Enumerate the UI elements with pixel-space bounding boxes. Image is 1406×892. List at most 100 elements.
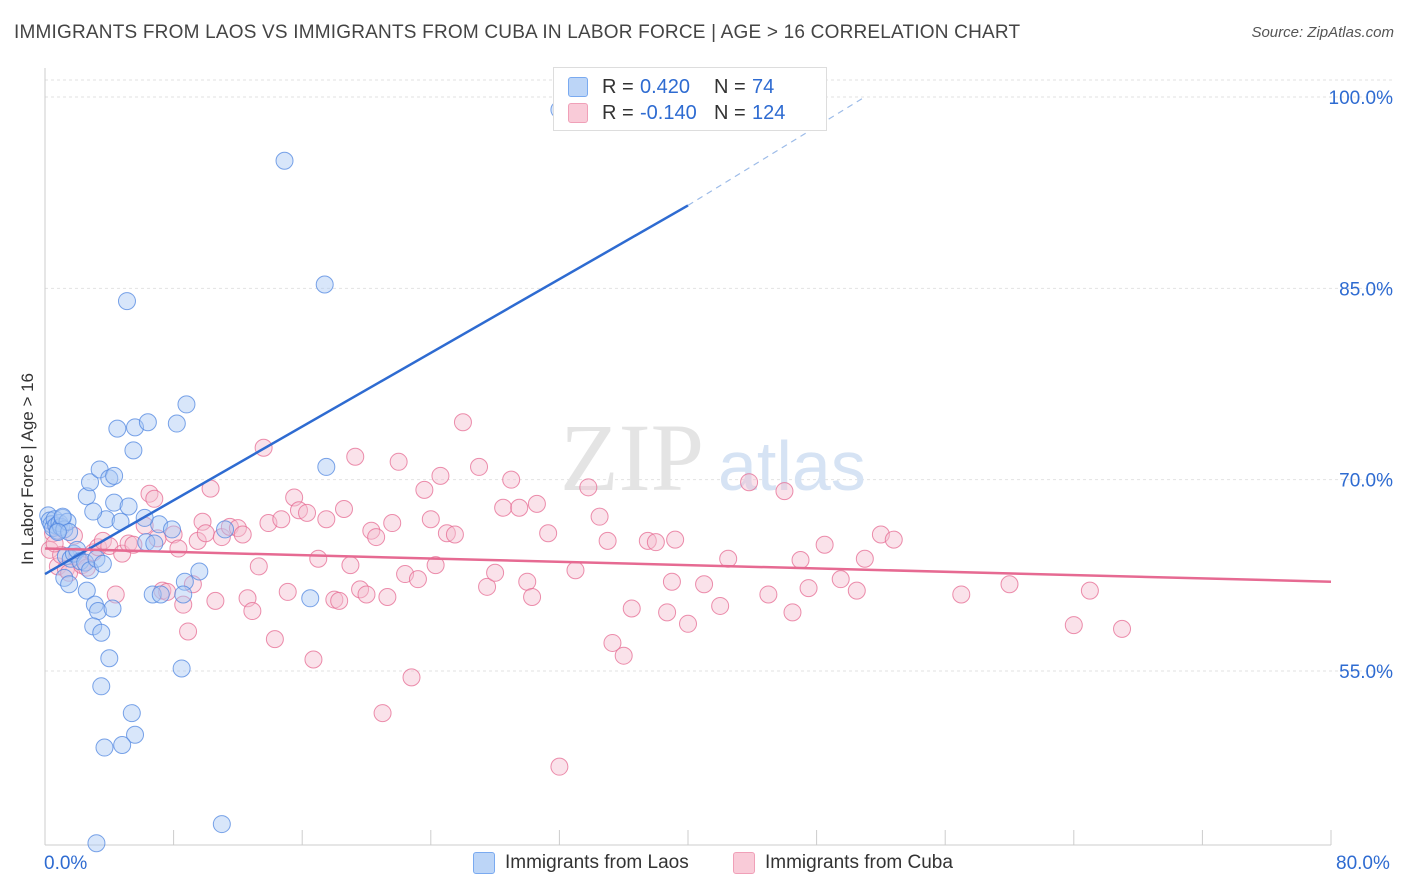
laos-point bbox=[95, 738, 114, 757]
cuba-point bbox=[265, 630, 284, 649]
cuba-point bbox=[1064, 616, 1083, 635]
cuba-point bbox=[662, 572, 681, 591]
cuba-point bbox=[298, 503, 317, 522]
laos-point bbox=[48, 522, 67, 541]
cuba-point bbox=[486, 563, 505, 582]
laos-point bbox=[126, 725, 145, 744]
cuba-point bbox=[1113, 619, 1132, 638]
cuba-point bbox=[494, 498, 513, 517]
legend-r-label: R = bbox=[602, 75, 634, 98]
cuba-point bbox=[847, 581, 866, 600]
laos-point bbox=[172, 659, 191, 678]
cuba-point bbox=[453, 413, 472, 432]
cuba-point bbox=[679, 614, 697, 633]
legend-r-value-cuba: -0.140 bbox=[640, 101, 697, 124]
legend-r-label: R = bbox=[602, 101, 634, 124]
cuba-point bbox=[145, 489, 164, 508]
cuba-point bbox=[598, 531, 617, 550]
cuba-point bbox=[603, 633, 622, 652]
cuba-point bbox=[711, 596, 730, 615]
legend-swatch-cuba bbox=[568, 103, 588, 123]
cuba-point bbox=[1000, 575, 1019, 594]
cuba-point bbox=[775, 482, 794, 501]
laos-point bbox=[84, 502, 103, 521]
laos-point bbox=[190, 562, 209, 581]
cuba-point bbox=[362, 521, 381, 540]
cuba-point bbox=[783, 603, 802, 622]
laos-point bbox=[92, 677, 111, 696]
laos-point bbox=[138, 413, 157, 432]
cuba-point bbox=[622, 599, 641, 618]
laos-point bbox=[122, 704, 141, 723]
series-immigrants-from-laos bbox=[39, 100, 569, 853]
laos-point bbox=[151, 585, 170, 604]
cuba-point bbox=[346, 447, 365, 466]
legend-item-cuba[interactable]: Immigrants from Cuba bbox=[733, 852, 953, 874]
y-tick-labels: 55.0% 70.0% 85.0% 100.0% bbox=[1329, 88, 1394, 683]
laos-point bbox=[177, 395, 196, 414]
cuba-point bbox=[759, 585, 778, 604]
cuba-point bbox=[341, 556, 360, 575]
y-tick-label: 55.0% bbox=[1339, 662, 1393, 683]
laos-point bbox=[162, 520, 181, 539]
watermark: ZIP atlas bbox=[560, 404, 866, 511]
cuba-point bbox=[304, 650, 323, 669]
cuba-point bbox=[614, 646, 633, 665]
cuba-point bbox=[646, 533, 665, 552]
legend-item-laos[interactable]: Immigrants from Laos bbox=[473, 852, 689, 874]
trend-lines bbox=[44, 96, 1332, 583]
cuba-point bbox=[367, 528, 386, 547]
y-tick-label: 70.0% bbox=[1339, 471, 1393, 492]
correlation-legend: R = 0.420 N = 74 R = -0.140 N = 124 bbox=[553, 67, 827, 131]
cuba-point bbox=[719, 549, 738, 568]
cuba-point bbox=[179, 622, 198, 641]
cuba-point bbox=[740, 473, 759, 492]
cuba-point bbox=[952, 585, 971, 604]
cuba-point bbox=[518, 572, 537, 591]
cuba-point bbox=[169, 539, 188, 558]
cuba-point bbox=[317, 510, 336, 529]
cuba-point bbox=[402, 668, 421, 687]
x-tick-label-max: 80.0% bbox=[1336, 853, 1390, 874]
laos-point bbox=[301, 589, 320, 608]
cuba-point bbox=[278, 582, 297, 601]
laos-point bbox=[174, 585, 193, 604]
axes bbox=[44, 68, 1332, 846]
cuba-point bbox=[579, 478, 598, 497]
legend-n-value-laos: 74 bbox=[752, 75, 775, 98]
laos-point bbox=[77, 487, 96, 506]
cuba-point bbox=[566, 561, 585, 580]
cuba-point bbox=[272, 510, 291, 529]
laos-point bbox=[87, 834, 106, 853]
cuba-point bbox=[815, 535, 834, 554]
laos-point bbox=[117, 292, 136, 311]
watermark-atlas: atlas bbox=[718, 427, 866, 505]
cuba-point bbox=[383, 514, 402, 533]
cuba-point bbox=[855, 549, 874, 568]
cuba-point bbox=[373, 704, 392, 723]
cuba-point bbox=[431, 466, 450, 485]
chart-title: IMMIGRANTS FROM LAOS VS IMMIGRANTS FROM … bbox=[14, 22, 1021, 43]
y-tick-label: 85.0% bbox=[1339, 279, 1393, 300]
cuba-point bbox=[415, 480, 434, 499]
trend-line-laos-extension bbox=[687, 96, 866, 206]
laos-point bbox=[212, 815, 231, 834]
cuba-point bbox=[330, 591, 349, 610]
cuba-point bbox=[421, 510, 440, 529]
legend-label-laos: Immigrants from Laos bbox=[505, 852, 689, 873]
laos-point bbox=[105, 493, 124, 512]
cuba-point bbox=[791, 551, 810, 570]
y-tick-label: 100.0% bbox=[1329, 88, 1394, 109]
legend-swatch-laos bbox=[473, 852, 495, 874]
laos-point bbox=[275, 151, 294, 170]
watermark-zip: ZIP bbox=[560, 404, 704, 511]
legend-row-laos: R = 0.420 N = 74 bbox=[568, 74, 774, 100]
legend-n-label: N = bbox=[714, 101, 746, 124]
cuba-point bbox=[389, 452, 408, 471]
laos-point bbox=[100, 649, 119, 668]
cuba-point bbox=[309, 549, 328, 568]
cuba-point bbox=[243, 602, 262, 621]
cuba-point bbox=[658, 603, 677, 622]
laos-point bbox=[216, 520, 235, 539]
cuba-point bbox=[799, 579, 818, 598]
